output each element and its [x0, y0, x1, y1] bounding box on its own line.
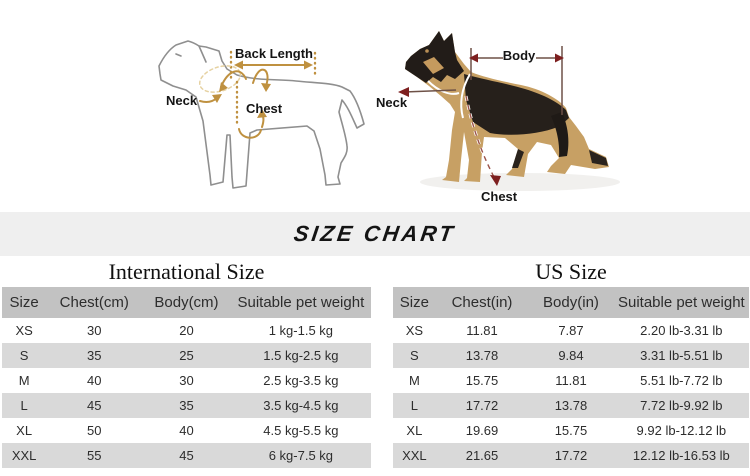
table-cell: 11.81 — [435, 318, 529, 343]
measurement-diagrams: Back Length Neck Chest Body Neck Chest — [0, 0, 750, 212]
table-cell: 21.65 — [435, 443, 529, 468]
table-cell: 6 kg-7.5 kg — [230, 443, 371, 468]
right-red-arrowheads — [398, 53, 564, 186]
right-neck-label: Neck — [376, 95, 408, 110]
table-cell: 2.20 lb-3.31 lb — [613, 318, 749, 343]
right-dog-photo-icon — [405, 31, 620, 191]
table-row: XS 11.81 7.87 2.20 lb-3.31 lb — [393, 318, 749, 343]
table-cell: 11.81 — [528, 368, 614, 393]
table-cell: L — [2, 393, 47, 418]
table-cell: 13.78 — [528, 393, 614, 418]
neck-line — [403, 89, 457, 93]
table-cell: 5.51 lb-7.72 lb — [613, 368, 749, 393]
table-cell: 55 — [46, 443, 143, 468]
table-row: S 13.78 9.84 3.31 lb-5.51 lb — [393, 343, 749, 368]
table-row: L 17.72 13.78 7.72 lb-9.92 lb — [393, 393, 749, 418]
table-cell: M — [2, 368, 47, 393]
table-row: L 45 35 3.5 kg-4.5 kg — [2, 393, 371, 418]
table-cell: M — [393, 368, 436, 393]
right-chest-label: Chest — [481, 189, 518, 204]
table-cell: 50 — [46, 418, 143, 443]
table-row: XS 30 20 1 kg-1.5 kg — [2, 318, 371, 343]
table-row: M 15.75 11.81 5.51 lb-7.72 lb — [393, 368, 749, 393]
table-cell: 30 — [46, 318, 143, 343]
header-row: Size Chest(cm) Body(cm) Suitable pet weight — [2, 287, 371, 318]
header-row: Size Chest(in) Body(in) Suitable pet weight — [393, 287, 749, 318]
table-row: XXL 55 45 6 kg-7.5 kg — [2, 443, 371, 468]
column-header: Chest(cm) — [46, 287, 143, 318]
table-cell: S — [393, 343, 436, 368]
table-cell: XL — [393, 418, 436, 443]
table-title-us: US Size — [535, 259, 607, 284]
chest-girth-arc — [238, 128, 262, 139]
size-chart-banner: SIZE CHART — [0, 212, 750, 256]
table-cell: 20 — [142, 318, 231, 343]
column-header: Size — [393, 287, 436, 318]
column-header: Suitable pet weight — [230, 287, 371, 318]
diagram-artwork — [158, 31, 620, 191]
column-header: Body(cm) — [142, 287, 231, 318]
table-cell: 40 — [46, 368, 143, 393]
size-chart-title: SIZE CHART — [292, 221, 458, 246]
column-header: Body(in) — [528, 287, 614, 318]
table-row: S 35 25 1.5 kg-2.5 kg — [2, 343, 371, 368]
size-tables-section: International Size Size Chest(cm) Body(cm)… — [0, 256, 750, 468]
table-cell: 17.72 — [435, 393, 529, 418]
table-cell: S — [2, 343, 47, 368]
table-title-international: International Size — [108, 259, 265, 284]
table-cell: 3.31 lb-5.51 lb — [613, 343, 749, 368]
table-cell: 25 — [142, 343, 231, 368]
table-cell: 35 — [46, 343, 143, 368]
body-label: Body — [502, 48, 536, 63]
table-cell: 15.75 — [435, 368, 529, 393]
table-row: XXL 21.65 17.72 12.12 lb-16.53 lb — [393, 443, 749, 468]
table-cell: XXL — [393, 443, 436, 468]
left-chest-label: Chest — [246, 101, 283, 116]
table-cell: 9.92 lb-12.12 lb — [613, 418, 749, 443]
table-row: M 40 30 2.5 kg-3.5 kg — [2, 368, 371, 393]
table-cell: 45 — [142, 443, 231, 468]
table-cell: 15.75 — [528, 418, 614, 443]
left-gold-arrowheads — [212, 60, 313, 118]
table-cell: 40 — [142, 418, 231, 443]
left-neck-label: Neck — [166, 93, 198, 108]
table-cell: L — [393, 393, 436, 418]
table-cell: 12.12 lb-16.53 lb — [613, 443, 749, 468]
column-header: Size — [2, 287, 47, 318]
neck-arc-arrow — [220, 70, 247, 88]
international-size-block: International Size Size Chest(cm) Body(cm)… — [2, 256, 371, 468]
table-cell: 45 — [46, 393, 143, 418]
us-size-table: Size Chest(in) Body(in) Suitable pet weight… — [393, 287, 749, 468]
table-cell: XS — [393, 318, 436, 343]
column-header: Chest(in) — [435, 287, 529, 318]
back-length-label: Back Length — [234, 46, 313, 61]
table-cell: 17.72 — [528, 443, 614, 468]
table-cell: 19.69 — [435, 418, 529, 443]
table-cell: 1.5 kg-2.5 kg — [230, 343, 371, 368]
table-cell: 1 kg-1.5 kg — [230, 318, 371, 343]
table-cell: 4.5 kg-5.5 kg — [230, 418, 371, 443]
table-cell: XXL — [2, 443, 47, 468]
table-cell: 35 — [142, 393, 231, 418]
table-cell: 7.72 lb-9.92 lb — [613, 393, 749, 418]
table-cell: 3.5 kg-4.5 kg — [230, 393, 371, 418]
shoulder-arc-arrow — [252, 68, 269, 87]
table-cell: 13.78 — [435, 343, 529, 368]
table-cell: XS — [2, 318, 47, 343]
table-row: XL 50 40 4.5 kg-5.5 kg — [2, 418, 371, 443]
table-cell: 7.87 — [528, 318, 614, 343]
us-size-block: US Size Size Chest(in) Body(in) Suitable pe… — [393, 256, 749, 468]
table-row: XL 19.69 15.75 9.92 lb-12.12 lb — [393, 418, 749, 443]
international-size-table: Size Chest(cm) Body(cm) Suitable pet weight… — [2, 287, 371, 468]
table-cell: 9.84 — [528, 343, 614, 368]
table-cell: 30 — [142, 368, 231, 393]
table-cell: XL — [2, 418, 47, 443]
column-header: Suitable pet weight — [613, 287, 749, 318]
table-cell: 2.5 kg-3.5 kg — [230, 368, 371, 393]
